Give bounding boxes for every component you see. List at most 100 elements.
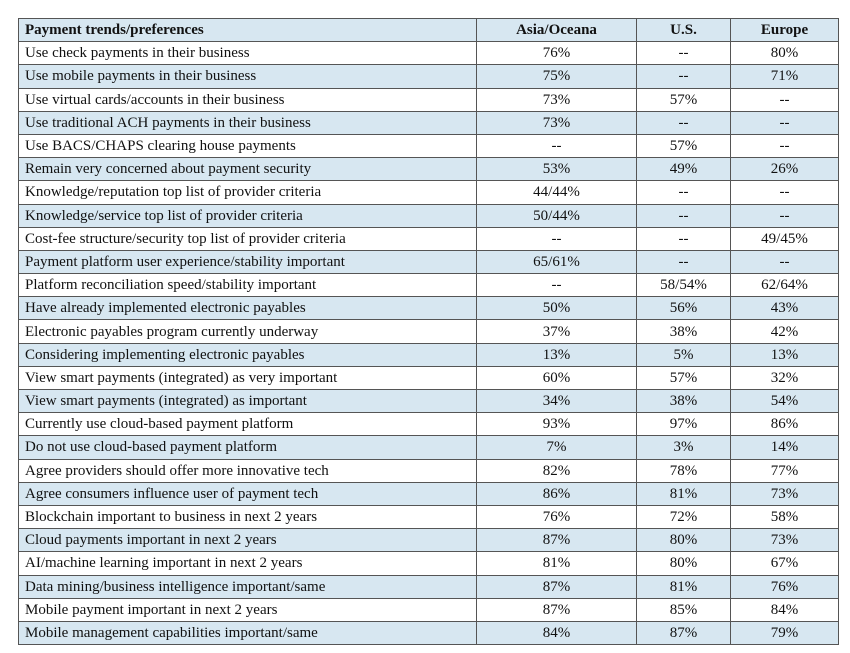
- row-label: Electronic payables program currently un…: [18, 319, 477, 344]
- table-row: Considering implementing electronic paya…: [18, 342, 839, 367]
- table-row: Remain very concerned about payment secu…: [18, 157, 839, 182]
- row-label: Mobile payment important in next 2 years: [18, 597, 477, 622]
- cell-value: 44/44%: [476, 180, 637, 205]
- cell-value: 73%: [730, 481, 839, 506]
- cell-value: 84%: [476, 620, 637, 646]
- cell-value: 50/44%: [476, 203, 637, 228]
- cell-value: 53%: [476, 157, 637, 182]
- cell-value: 72%: [636, 504, 731, 530]
- table-row: Have already implemented electronic paya…: [18, 296, 839, 321]
- table-row: Use check payments in their business 76% -…: [18, 41, 839, 66]
- cell-value: 71%: [730, 64, 839, 89]
- cell-value: 32%: [730, 365, 839, 391]
- table-row: Electronic payables program currently un…: [18, 319, 839, 344]
- cell-value: 73%: [476, 87, 637, 112]
- cell-value: 78%: [636, 458, 731, 483]
- row-label: Agree providers should offer more innova…: [18, 458, 477, 483]
- cell-value: --: [730, 249, 839, 275]
- cell-value: 54%: [730, 388, 839, 414]
- cell-value: 97%: [636, 412, 731, 437]
- cell-value: 73%: [476, 110, 637, 135]
- table-row: Knowledge/reputation top list of provide…: [18, 180, 839, 205]
- cell-value: --: [476, 226, 637, 251]
- table-row: View smart payments (integrated) as impo…: [18, 388, 839, 414]
- row-label: View smart payments (integrated) as very…: [18, 365, 477, 391]
- cell-value: --: [730, 203, 839, 228]
- row-label: Payment platform user experience/stabili…: [18, 249, 477, 275]
- cell-value: 80%: [636, 528, 731, 553]
- cell-value: 87%: [636, 620, 731, 646]
- cell-value: 77%: [730, 458, 839, 483]
- table-row: Cost-fee structure/security top list of …: [18, 226, 839, 251]
- cell-value: 56%: [636, 296, 731, 321]
- table-row: AI/machine learning important in next 2 …: [18, 551, 839, 576]
- cell-value: --: [730, 180, 839, 205]
- table-row: Currently use cloud-based payment platfo…: [18, 412, 839, 437]
- cell-value: 87%: [476, 574, 637, 599]
- cell-value: 50%: [476, 296, 637, 321]
- cell-value: --: [476, 133, 637, 159]
- table-row: Agree providers should offer more innova…: [18, 458, 839, 483]
- cell-value: 3%: [636, 435, 731, 460]
- cell-value: 57%: [636, 87, 731, 112]
- cell-value: 49/45%: [730, 226, 839, 251]
- header-row: Payment trends/preferences Asia/Oceana U.S…: [18, 17, 839, 43]
- header-cell: Europe: [730, 17, 839, 43]
- row-label: Agree consumers influence user of paymen…: [18, 481, 477, 506]
- cell-value: 80%: [730, 41, 839, 66]
- cell-value: 13%: [476, 342, 637, 367]
- cell-value: 75%: [476, 64, 637, 89]
- cell-value: 65/61%: [476, 249, 637, 275]
- row-label: Data mining/business intelligence import…: [18, 574, 477, 599]
- row-label: Use BACS/CHAPS clearing house payments: [18, 133, 477, 159]
- cell-value: 38%: [636, 388, 731, 414]
- cell-value: --: [476, 273, 637, 298]
- cell-value: 5%: [636, 342, 731, 367]
- cell-value: 43%: [730, 296, 839, 321]
- row-label: Knowledge/service top list of provider c…: [18, 203, 477, 228]
- cell-value: 80%: [636, 551, 731, 576]
- row-label: Use mobile payments in their business: [18, 64, 477, 89]
- cell-value: --: [730, 87, 839, 112]
- table-row: Cloud payments important in next 2 years…: [18, 528, 839, 553]
- table-row: Data mining/business intelligence import…: [18, 574, 839, 599]
- cell-value: 7%: [476, 435, 637, 460]
- cell-value: 34%: [476, 388, 637, 414]
- table-row: Agree consumers influence user of paymen…: [18, 481, 839, 506]
- cell-value: 58%: [730, 504, 839, 530]
- cell-value: 26%: [730, 157, 839, 182]
- cell-value: 81%: [636, 481, 731, 506]
- table-row: Knowledge/service top list of provider c…: [18, 203, 839, 228]
- row-label: Do not use cloud-based payment platform: [18, 435, 477, 460]
- cell-value: --: [730, 110, 839, 135]
- table-row: Payment platform user experience/stabili…: [18, 249, 839, 275]
- cell-value: 58/54%: [636, 273, 731, 298]
- cell-value: 86%: [476, 481, 637, 506]
- cell-value: 13%: [730, 342, 839, 367]
- cell-value: 87%: [476, 597, 637, 622]
- row-label: Have already implemented electronic paya…: [18, 296, 477, 321]
- header-cell: Payment trends/preferences: [18, 17, 477, 43]
- trends-table: Payment trends/preferences Asia/Oceana U.S…: [18, 17, 839, 646]
- cell-value: --: [636, 41, 731, 66]
- row-label: Cost-fee structure/security top list of …: [18, 226, 477, 251]
- table-row: Mobile payment important in next 2 years…: [18, 597, 839, 622]
- row-label: Remain very concerned about payment secu…: [18, 157, 477, 182]
- cell-value: 76%: [476, 504, 637, 530]
- header-cell: Asia/Oceana: [476, 17, 637, 43]
- row-label: Considering implementing electronic paya…: [18, 342, 477, 367]
- row-label: Use virtual cards/accounts in their busi…: [18, 87, 477, 112]
- cell-value: 79%: [730, 620, 839, 646]
- row-label: Cloud payments important in next 2 years: [18, 528, 477, 553]
- cell-value: 86%: [730, 412, 839, 437]
- table-row: Use virtual cards/accounts in their busi…: [18, 87, 839, 112]
- cell-value: 76%: [730, 574, 839, 599]
- cell-value: 93%: [476, 412, 637, 437]
- cell-value: 60%: [476, 365, 637, 391]
- cell-value: 42%: [730, 319, 839, 344]
- cell-value: 81%: [636, 574, 731, 599]
- table-row: Use mobile payments in their business 75%…: [18, 64, 839, 89]
- row-label: Use check payments in their business: [18, 41, 477, 66]
- table-row: View smart payments (integrated) as very…: [18, 365, 839, 391]
- table-row: Platform reconciliation speed/stability …: [18, 273, 839, 298]
